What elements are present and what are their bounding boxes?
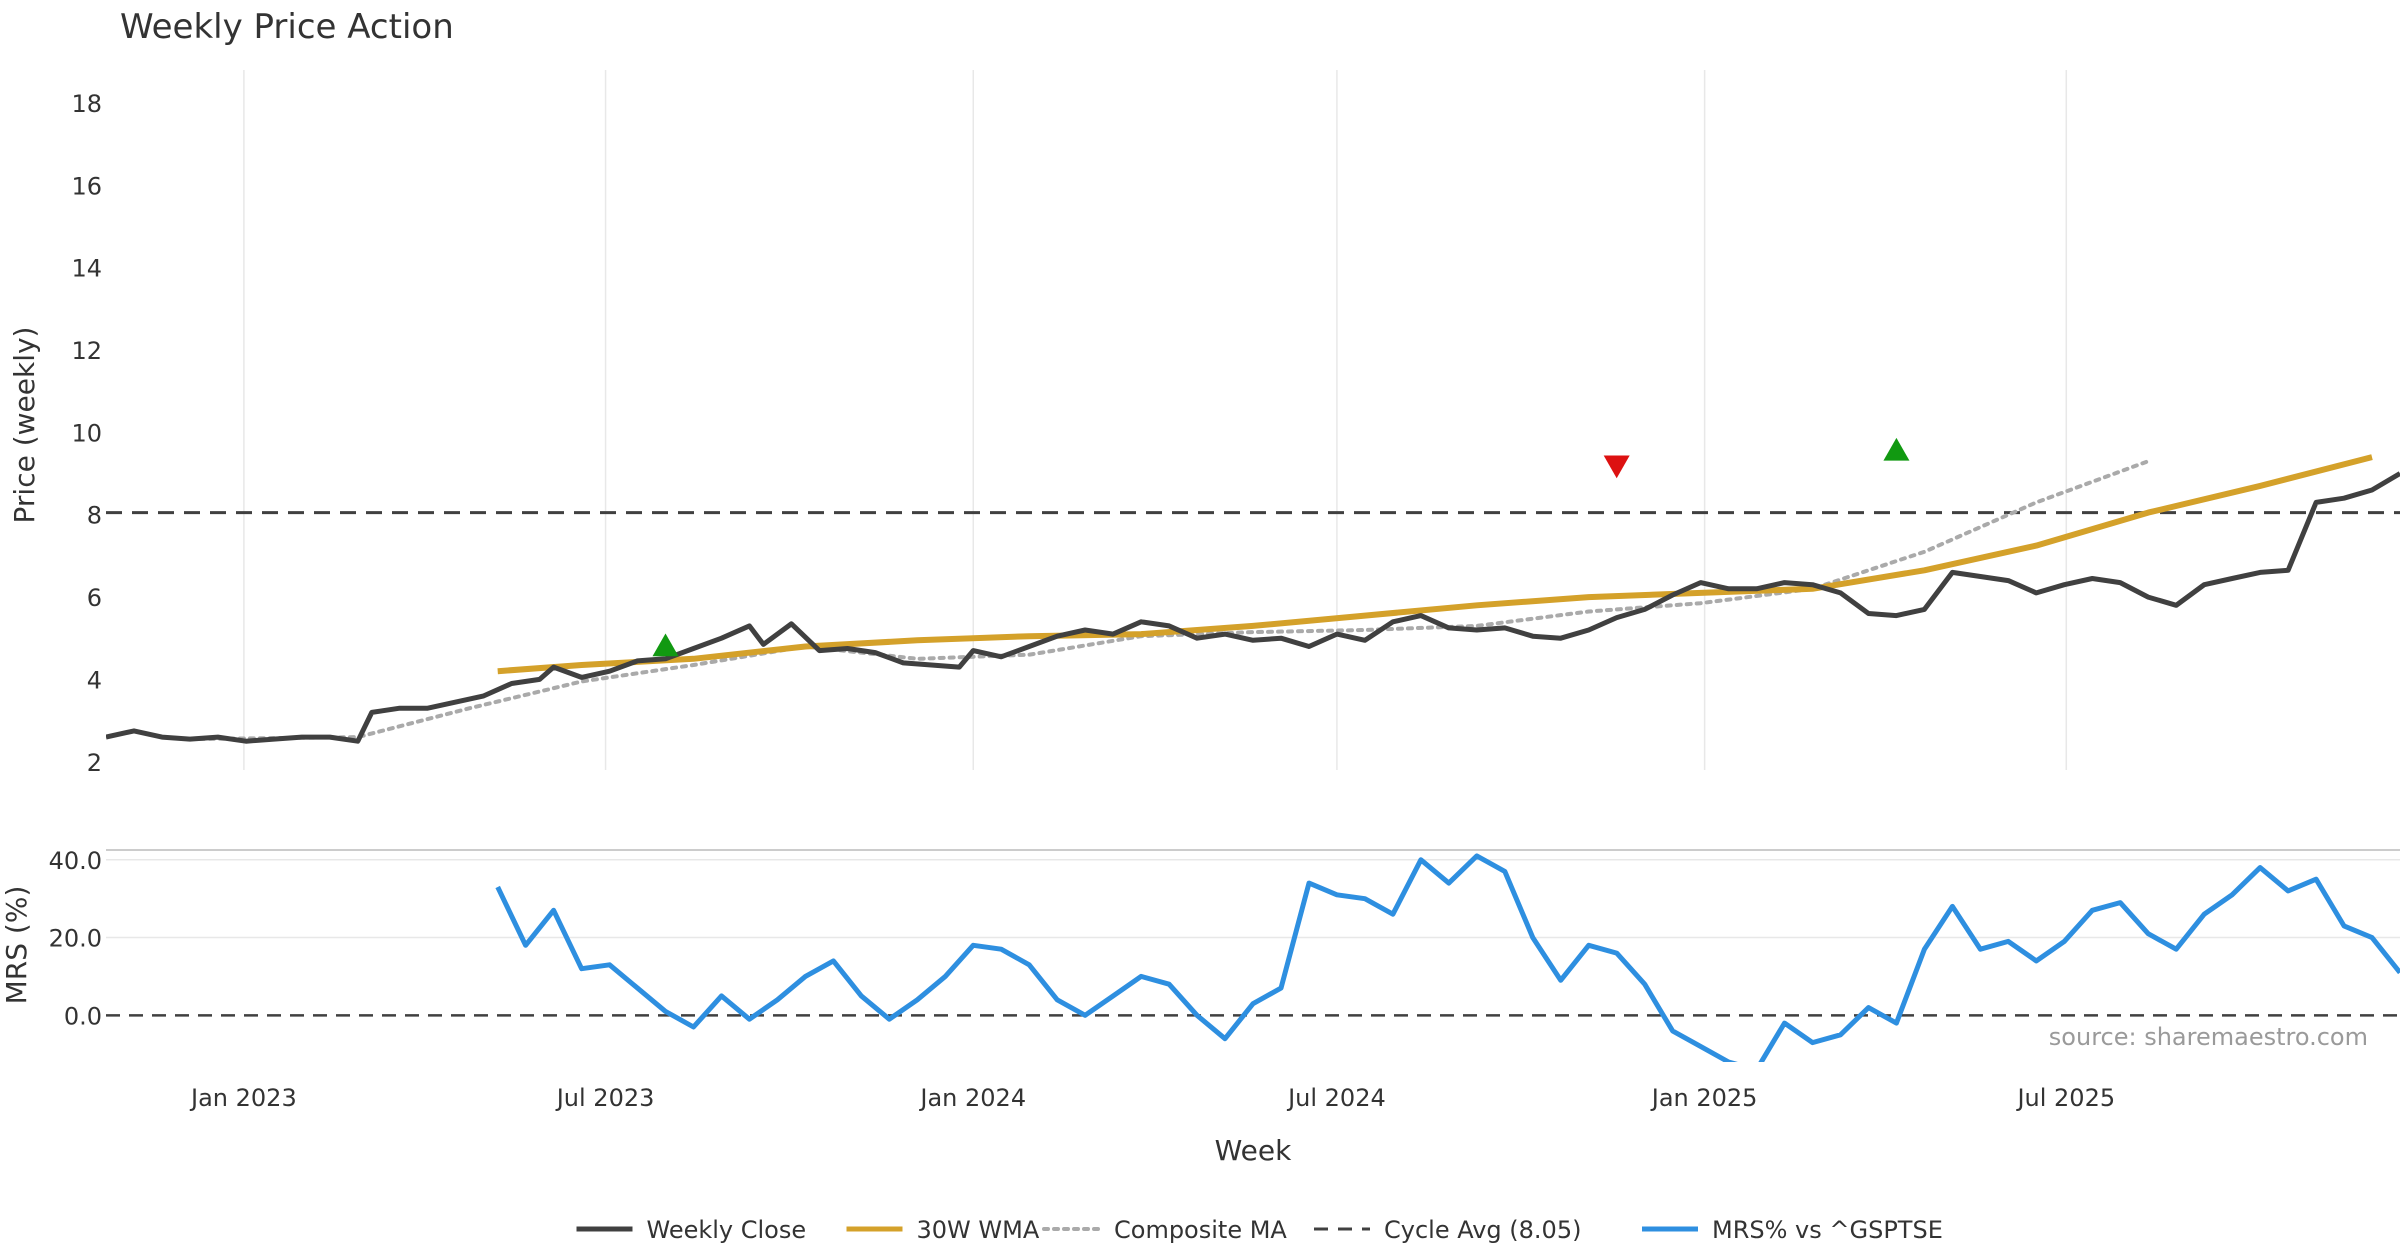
price-y-axis-title: Price (weekly): [8, 327, 41, 524]
mrs-y-axis: 0.0 20.0 40.0: [49, 847, 102, 1031]
mrs-y-tick-label: 20.0: [49, 925, 102, 953]
x-tick-label: Jan 2025: [1650, 1084, 1758, 1112]
price-plot-area: [106, 437, 2400, 744]
price-y-tick-label: 10: [71, 419, 102, 447]
x-axis: Jan 2023 Jul 2023 Jan 2024 Jul 2024 Jan 2025…: [189, 1084, 2115, 1112]
x-tick-label: Jul 2024: [1286, 1084, 1386, 1112]
x-axis-title: Week: [1215, 1134, 1292, 1167]
x-tick-label: Jul 2025: [2015, 1084, 2115, 1112]
signal-markers: [652, 437, 1910, 657]
composite-ma-line: [187, 459, 2151, 742]
weekly-close-line: [106, 471, 2400, 744]
x-tick-label: Jan 2024: [918, 1084, 1026, 1112]
price-y-tick-label: 14: [71, 255, 102, 283]
buy-signal-marker: [652, 633, 679, 657]
legend-label-composite: Composite MA: [1114, 1216, 1287, 1244]
price-grid: [243, 70, 2068, 770]
wma-30w-line: [497, 454, 2373, 675]
price-y-tick-label: 18: [71, 90, 102, 118]
price-y-tick-label: 6: [87, 584, 102, 612]
buy-signal-marker: [1883, 437, 1910, 461]
price-y-axis: 2 4 6 8 10 12 14 16 18: [71, 90, 102, 777]
legend-label-wma: 30W WMA: [917, 1216, 1040, 1244]
x-tick-label: Jan 2023: [189, 1084, 297, 1112]
price-y-tick-label: 4: [87, 666, 102, 694]
legend-label-close: Weekly Close: [647, 1216, 807, 1244]
legend-label-mrs: MRS% vs ^GSPTSE: [1712, 1216, 1943, 1244]
x-tick-label: Jul 2023: [555, 1084, 655, 1112]
mrs-y-axis-title: MRS (%): [0, 886, 33, 1005]
source-label: source: sharemaestro.com: [2049, 1023, 2368, 1051]
price-y-tick-label: 2: [87, 749, 102, 777]
mrs-grid: [106, 859, 2400, 939]
price-y-tick-label: 16: [71, 172, 102, 200]
mrs-line: [495, 853, 2400, 1062]
sell-signal-marker: [1603, 455, 1630, 479]
legend: Weekly Close 30W WMA Composite MA Cycle Avg…: [576, 1216, 1943, 1244]
chart-title: Weekly Price Action: [120, 7, 454, 47]
legend-label-cycle: Cycle Avg (8.05): [1384, 1216, 1581, 1244]
price-y-tick-label: 8: [87, 502, 102, 530]
price-y-tick-label: 12: [71, 337, 102, 365]
mrs-y-tick-label: 40.0: [49, 847, 102, 875]
mrs-plot-area: [106, 853, 2400, 1062]
mrs-y-tick-label: 0.0: [64, 1002, 102, 1030]
